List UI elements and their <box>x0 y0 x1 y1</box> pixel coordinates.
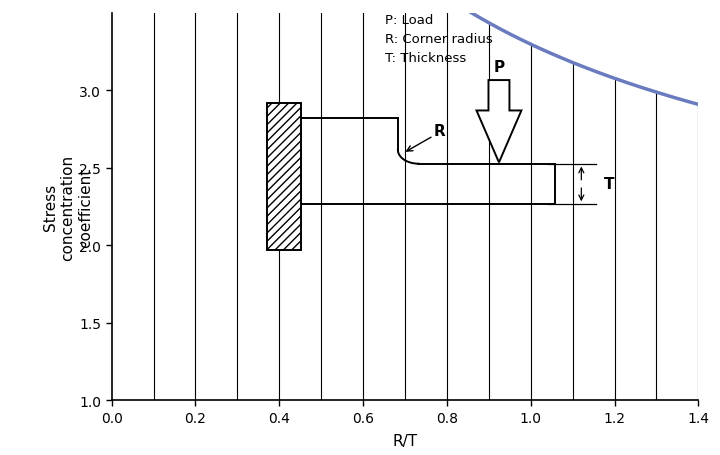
Text: T: T <box>604 177 614 192</box>
Bar <box>267 104 300 250</box>
Bar <box>267 104 300 250</box>
Text: P: P <box>493 60 505 75</box>
Polygon shape <box>477 81 521 163</box>
Text: P: Load
R: Corner radius
T: Thickness: P: Load R: Corner radius T: Thickness <box>385 14 493 65</box>
X-axis label: R/T: R/T <box>392 433 418 448</box>
Text: R: R <box>433 124 445 139</box>
Y-axis label: Stress
concentration
coefficient: Stress concentration coefficient <box>43 154 93 260</box>
